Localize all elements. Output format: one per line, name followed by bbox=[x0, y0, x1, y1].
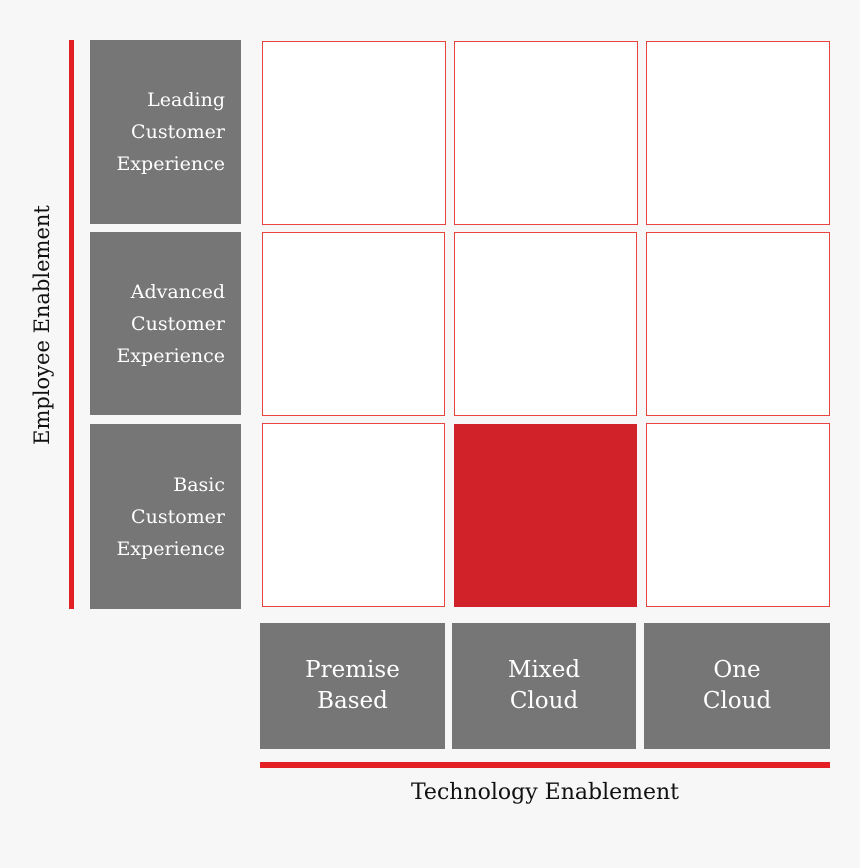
column-label-premise-based: Premise Based bbox=[260, 623, 445, 749]
cell-basic-premise bbox=[262, 423, 445, 607]
row-label-text: Basic Customer Experience bbox=[116, 473, 225, 560]
cell-advanced-premise bbox=[262, 232, 445, 416]
cell-leading-premise bbox=[262, 41, 446, 225]
cell-leading-one bbox=[646, 41, 830, 225]
y-axis-label: Employee Enablement bbox=[30, 205, 54, 445]
column-label-text: One Cloud bbox=[702, 657, 772, 714]
row-label-leading: Leading Customer Experience bbox=[90, 40, 241, 224]
x-axis-label: Technology Enablement bbox=[410, 780, 680, 805]
row-label-text: Leading Customer Experience bbox=[116, 89, 225, 175]
cell-leading-mixed bbox=[454, 41, 638, 225]
y-axis-line bbox=[69, 40, 74, 609]
row-label-basic: Basic Customer Experience bbox=[90, 424, 241, 609]
column-label-one-cloud: One Cloud bbox=[644, 623, 830, 749]
cell-basic-one bbox=[646, 423, 830, 607]
x-axis-line bbox=[260, 762, 830, 768]
cell-basic-mixed-highlighted bbox=[454, 424, 637, 607]
column-label-text: Premise Based bbox=[305, 657, 400, 714]
column-label-mixed-cloud: Mixed Cloud bbox=[452, 623, 636, 749]
cell-advanced-one bbox=[646, 232, 830, 416]
cell-advanced-mixed bbox=[454, 232, 637, 416]
row-label-text: Advanced Customer Experience bbox=[116, 280, 225, 367]
row-label-advanced: Advanced Customer Experience bbox=[90, 232, 241, 415]
column-label-text: Mixed Cloud bbox=[507, 657, 581, 714]
